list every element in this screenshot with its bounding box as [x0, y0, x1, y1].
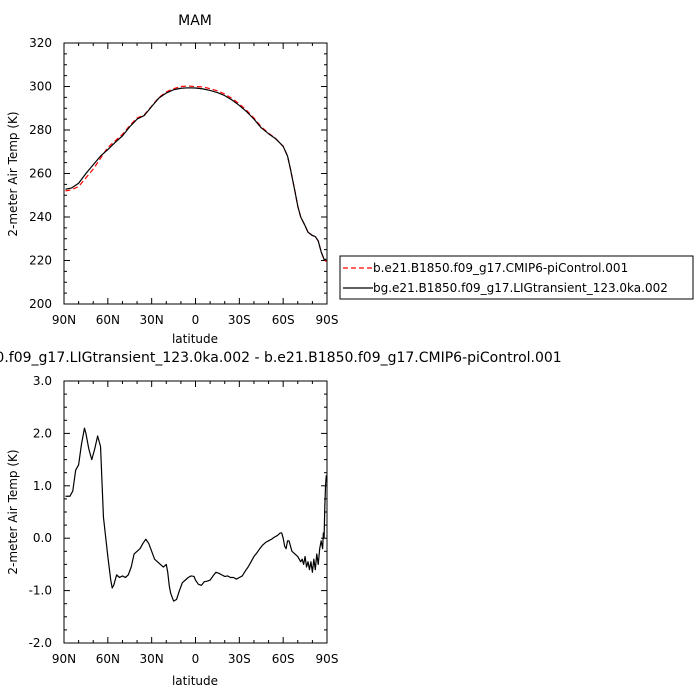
y-tick-label: 280	[29, 123, 52, 137]
y-tick-label: 3.0	[33, 374, 52, 388]
y-tick-label: 1.0	[33, 479, 52, 493]
y-tick-label: 0.0	[33, 531, 52, 545]
bottom-chart-title: bg.e21.B1850.f09_g17.LIGtransient_123.0k…	[0, 350, 562, 366]
bottom-plot-frame	[63, 380, 328, 644]
y-tick-label: -1.0	[29, 584, 52, 598]
top-series-lines	[65, 85, 327, 263]
legend-label-series-1: b.e21.B1850.f09_g17.CMIP6-piControl.001	[373, 261, 628, 275]
bottom-y-tick-labels: -2.0 -1.0 0.0 1.0 2.0 3.0	[29, 374, 52, 650]
y-tick-label: 200	[29, 297, 52, 311]
top-legend: b.e21.B1850.f09_g17.CMIP6-piControl.001 …	[339, 255, 694, 300]
x-tick-label: 60N	[96, 652, 120, 666]
x-tick-label: 30N	[140, 652, 164, 666]
series-line-2	[65, 87, 327, 261]
y-tick-label: 220	[29, 254, 52, 268]
bottom-y-axis-label: 2-meter Air Temp (K)	[6, 449, 20, 574]
series-line-1	[65, 427, 327, 602]
y-tick-label: -2.0	[29, 636, 52, 650]
y-tick-label: 260	[29, 167, 52, 181]
bottom-x-tick-labels: 90N 60N 30N 0 30S 60S 90S	[52, 652, 339, 666]
bottom-x-axis-label: latitude	[172, 674, 218, 688]
top-tick-marks	[63, 42, 328, 305]
x-tick-label: 30S	[228, 652, 251, 666]
bottom-chart: bg.e21.B1850.f09_g17.LIGtransient_123.0k…	[0, 350, 562, 688]
y-tick-label: 2.0	[33, 426, 52, 440]
y-tick-label: 300	[29, 80, 52, 94]
y-tick-label: 320	[29, 36, 52, 50]
y-tick-label: 240	[29, 210, 52, 224]
x-tick-label: 0	[192, 652, 200, 666]
legend-label-series-2: bg.e21.B1850.f09_g17.LIGtransient_123.0k…	[373, 281, 668, 295]
x-tick-label: 90S	[316, 313, 339, 327]
top-x-axis-label: latitude	[172, 332, 218, 346]
x-tick-label: 0	[192, 313, 200, 327]
top-y-tick-labels: 200 220 240 260 280 300 320	[29, 36, 52, 311]
x-tick-label: 30S	[228, 313, 251, 327]
x-tick-label: 90N	[52, 652, 76, 666]
top-chart: MAM 90N 60N 30N 0 30S 60S 90S 200 220 240 260 280 3…	[6, 13, 694, 346]
x-tick-label: 60S	[272, 313, 295, 327]
bottom-series-lines	[65, 427, 327, 602]
top-chart-title: MAM	[178, 13, 212, 29]
x-tick-label: 30N	[140, 313, 164, 327]
x-tick-label: 60N	[96, 313, 120, 327]
top-y-axis-label: 2-meter Air Temp (K)	[6, 111, 20, 236]
x-tick-label: 90S	[316, 652, 339, 666]
top-plot-frame	[63, 42, 328, 305]
legend-box	[339, 255, 694, 300]
x-tick-label: 90N	[52, 313, 76, 327]
top-x-tick-labels: 90N 60N 30N 0 30S 60S 90S	[52, 313, 339, 327]
series-line-1	[65, 85, 327, 263]
x-tick-label: 60S	[272, 652, 295, 666]
